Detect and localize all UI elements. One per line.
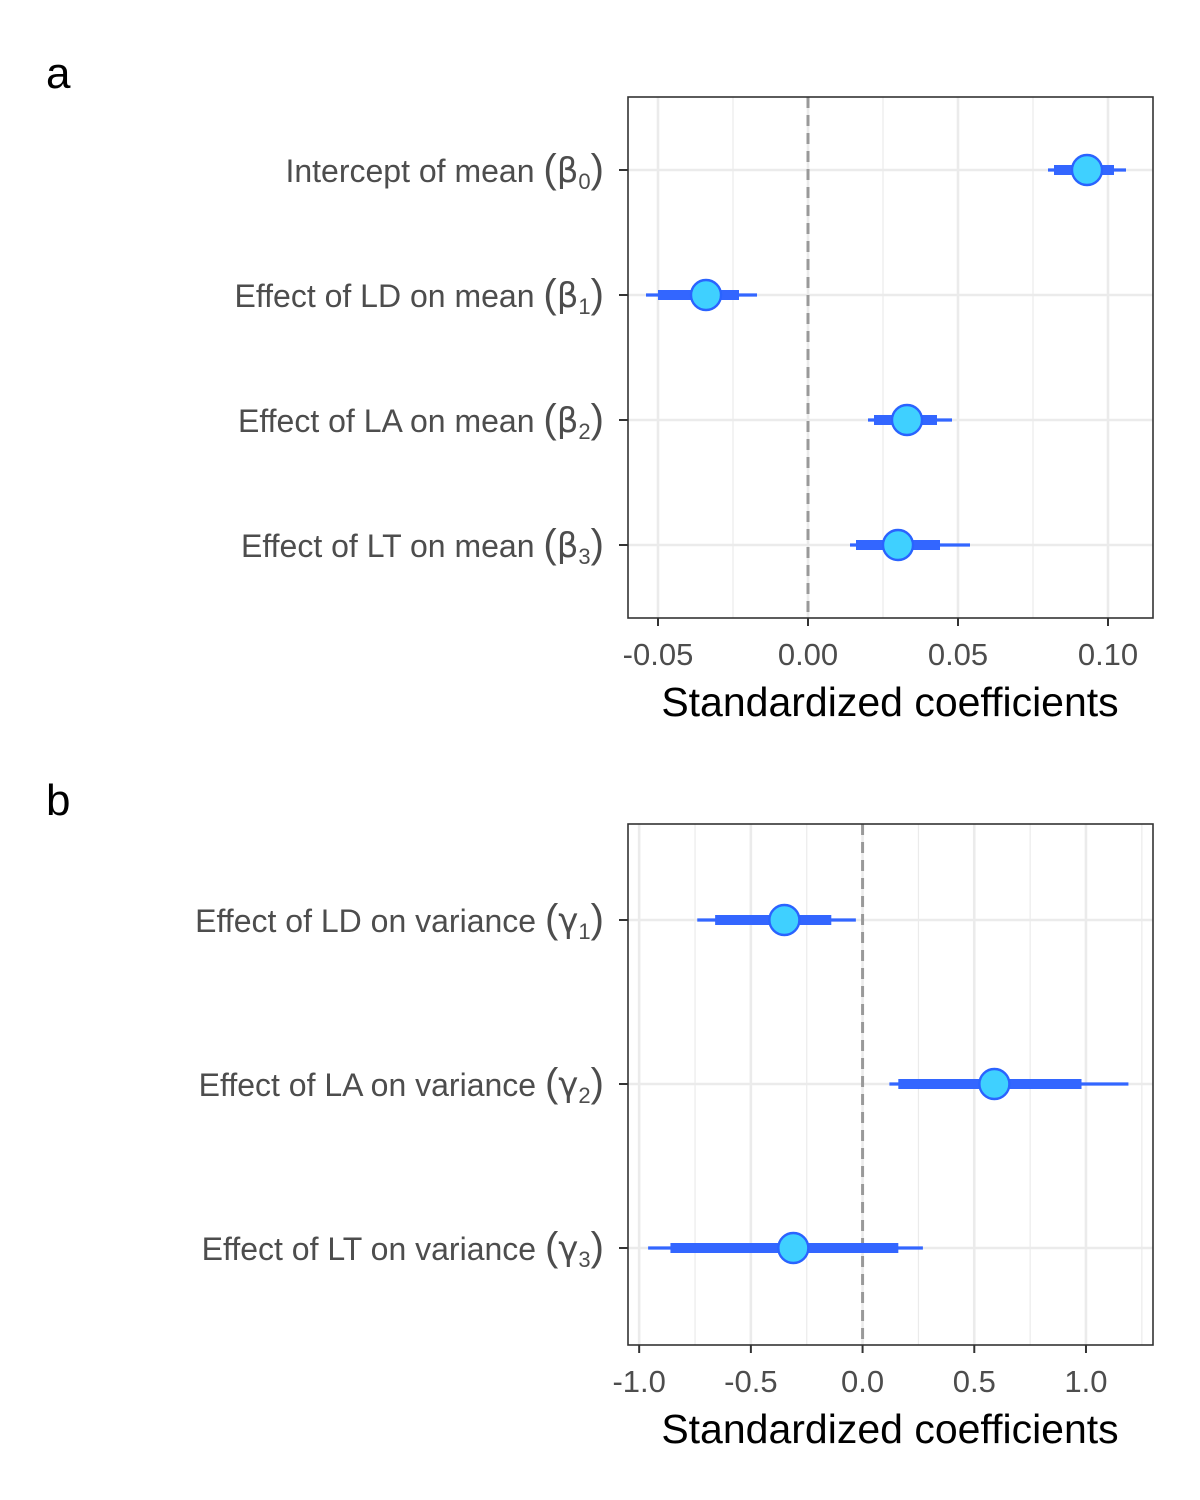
panel-a-border	[627, 96, 1154, 619]
paren-open: (	[543, 522, 557, 566]
point-estimate	[890, 403, 924, 437]
paren-close: )	[591, 522, 604, 566]
paren-close: )	[591, 272, 604, 316]
category-name: Effect of LT on variance	[202, 1231, 545, 1267]
panel-b-marks	[648, 824, 1129, 1345]
category-name: Effect of LA on variance	[199, 1067, 545, 1103]
paren-close: )	[591, 147, 604, 191]
coefficient-γ3	[648, 1231, 923, 1265]
coefficient-β1	[646, 278, 757, 312]
paren-close: )	[591, 1061, 604, 1105]
coefficient-symbol: γ	[558, 1229, 578, 1269]
coefficient-symbol: β	[557, 151, 579, 191]
coefficient-γ2	[889, 1067, 1129, 1101]
panel-b-x-axis-title: Standardized coefficients	[661, 1406, 1118, 1452]
x-tick-label: 0.0	[841, 1364, 884, 1399]
x-tick-label: 0.10	[1078, 637, 1138, 672]
paren-close: )	[591, 397, 604, 441]
paren-open: (	[543, 147, 557, 191]
category-name: Intercept of mean	[285, 153, 543, 189]
coefficient-subscript: 3	[578, 1247, 590, 1272]
paren-open: (	[545, 1061, 559, 1105]
category-name: Effect of LD on variance	[195, 903, 545, 939]
coefficient-γ1	[697, 903, 856, 937]
panel-a: a -0.05 0.00 0.05 0.10 Intercept of mean (β…	[46, 49, 1154, 725]
coefficient-symbol: γ	[558, 901, 578, 941]
paren-open: (	[545, 1225, 559, 1269]
x-tick-label: 1.0	[1064, 1364, 1107, 1399]
coefficient-subscript: 0	[578, 169, 590, 194]
x-tick-label: 0.00	[778, 637, 838, 672]
panel-a-marks	[646, 97, 1126, 618]
point-estimate	[978, 1067, 1011, 1101]
coefficient-β2	[868, 403, 952, 437]
point-estimate	[768, 903, 801, 937]
panel-a-y-axis: Intercept of mean (β0)Effect of LD on me…	[234, 147, 628, 569]
coefficient-symbol: γ	[558, 1065, 578, 1105]
panel-b: b -1.0 -0.5 0.0 0.5 1.0 Effect of LD on vari…	[46, 776, 1154, 1452]
coefficient-subscript: 1	[578, 294, 590, 319]
panel-a-x-axis: -0.05 0.00 0.05 0.10	[623, 618, 1138, 672]
coefficient-subscript: 1	[578, 919, 590, 944]
coefficient-symbol: β	[557, 526, 579, 566]
point-estimate	[777, 1231, 810, 1265]
paren-open: (	[545, 897, 559, 941]
category-name: Effect of LA on mean	[238, 403, 543, 439]
x-tick-label: 0.5	[953, 1364, 996, 1399]
coefficient-subscript: 2	[578, 419, 590, 444]
panel-b-y-axis: Effect of LD on variance (γ1)Effect of L…	[195, 897, 628, 1272]
category-name: Effect of LD on mean	[234, 278, 543, 314]
y-tick-label: Effect of LT on variance (γ3)	[202, 1225, 604, 1272]
panel-b-x-axis: -1.0 -0.5 0.0 0.5 1.0	[612, 1345, 1108, 1399]
point-estimate	[881, 528, 915, 562]
y-tick-label: Intercept of mean (β0)	[285, 147, 604, 194]
y-tick-label: Effect of LD on mean (β1)	[234, 272, 604, 319]
y-tick-label: Effect of LD on variance (γ1)	[195, 897, 604, 944]
coefficient-symbol: β	[557, 276, 579, 316]
x-tick-label: 0.05	[928, 637, 988, 672]
y-tick-label: Effect of LA on variance (γ2)	[199, 1061, 604, 1108]
x-tick-label: -0.5	[724, 1364, 777, 1399]
coefficient-subscript: 2	[578, 1083, 590, 1108]
coefficient-β0	[1048, 153, 1126, 187]
coefficient-symbol: β	[557, 401, 579, 441]
paren-close: )	[591, 897, 604, 941]
category-name: Effect of LT on mean	[241, 528, 543, 564]
coefficient-subscript: 3	[578, 544, 590, 569]
paren-open: (	[543, 397, 557, 441]
panel-b-letter: b	[46, 776, 70, 825]
y-tick-label: Effect of LT on mean (β3)	[241, 522, 604, 569]
panel-a-letter: a	[46, 49, 71, 98]
paren-close: )	[591, 1225, 604, 1269]
panel-a-x-axis-title: Standardized coefficients	[661, 679, 1118, 725]
x-tick-label: -1.0	[612, 1364, 665, 1399]
paren-open: (	[543, 272, 557, 316]
y-tick-label: Effect of LA on mean (β2)	[238, 397, 604, 444]
point-estimate	[689, 278, 723, 312]
x-tick-label: -0.05	[623, 637, 694, 672]
coefficient-β3	[850, 528, 970, 562]
point-estimate	[1070, 153, 1104, 187]
